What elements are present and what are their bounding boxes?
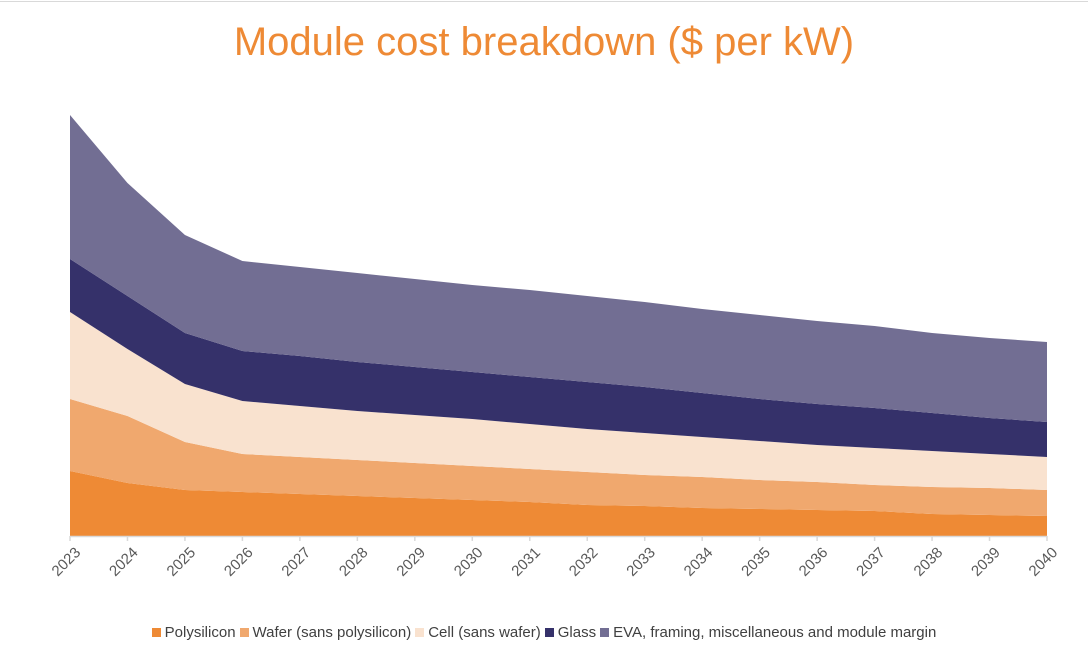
- legend-item: Cell (sans wafer): [415, 624, 541, 641]
- legend-label: Cell (sans wafer): [428, 624, 541, 641]
- x-tick-label: 2027: [278, 544, 314, 580]
- x-tick-label: 2029: [393, 544, 429, 580]
- x-tick-label: 2036: [796, 544, 832, 580]
- legend-item: Glass: [544, 624, 597, 641]
- legend-item: Polysilicon: [151, 624, 236, 641]
- legend-label: Polysilicon: [164, 624, 236, 641]
- legend-label: EVA, framing, miscellaneous and module m…: [613, 624, 937, 641]
- chart-title: Module cost breakdown ($ per kW): [233, 20, 855, 64]
- legend-swatch: [544, 628, 554, 637]
- legend-label: Wafer (sans polysilicon): [252, 624, 412, 641]
- legend-swatch: [239, 628, 249, 637]
- legend-swatch: [415, 628, 425, 637]
- legend-item: EVA, framing, miscellaneous and module m…: [600, 624, 936, 641]
- x-tick-label: 2023: [49, 544, 85, 580]
- legend-item: Wafer (sans polysilicon): [239, 624, 412, 641]
- x-tick-label: 2038: [911, 544, 947, 580]
- x-tick-label: 2032: [566, 544, 602, 580]
- x-tick-label: 2024: [106, 544, 142, 580]
- top-border: [0, 1, 1088, 2]
- area-series-2: [70, 312, 1047, 490]
- x-tick-label: 2037: [853, 544, 889, 580]
- x-tick-label: 2028: [336, 544, 372, 580]
- x-tick-label: 2040: [1026, 544, 1062, 580]
- x-tick-label: 2026: [221, 544, 257, 580]
- legend-swatch: [151, 628, 161, 637]
- x-tick-label: 2031: [508, 544, 544, 580]
- x-tick-label: 2035: [738, 544, 774, 580]
- x-tick-label: 2033: [623, 544, 659, 580]
- area-series-3: [70, 259, 1047, 457]
- area-series-4: [70, 115, 1047, 422]
- x-tick-label: 2034: [681, 544, 717, 580]
- legend: Polysilicon Wafer (sans polysilicon) Cell …: [0, 624, 1088, 641]
- area-series-1: [70, 399, 1047, 516]
- legend-label: Glass: [557, 624, 597, 641]
- x-tick-label: 2039: [968, 544, 1004, 580]
- x-tick-label: 2030: [451, 544, 487, 580]
- legend-swatch: [600, 628, 610, 637]
- x-tick-label: 2025: [164, 544, 200, 580]
